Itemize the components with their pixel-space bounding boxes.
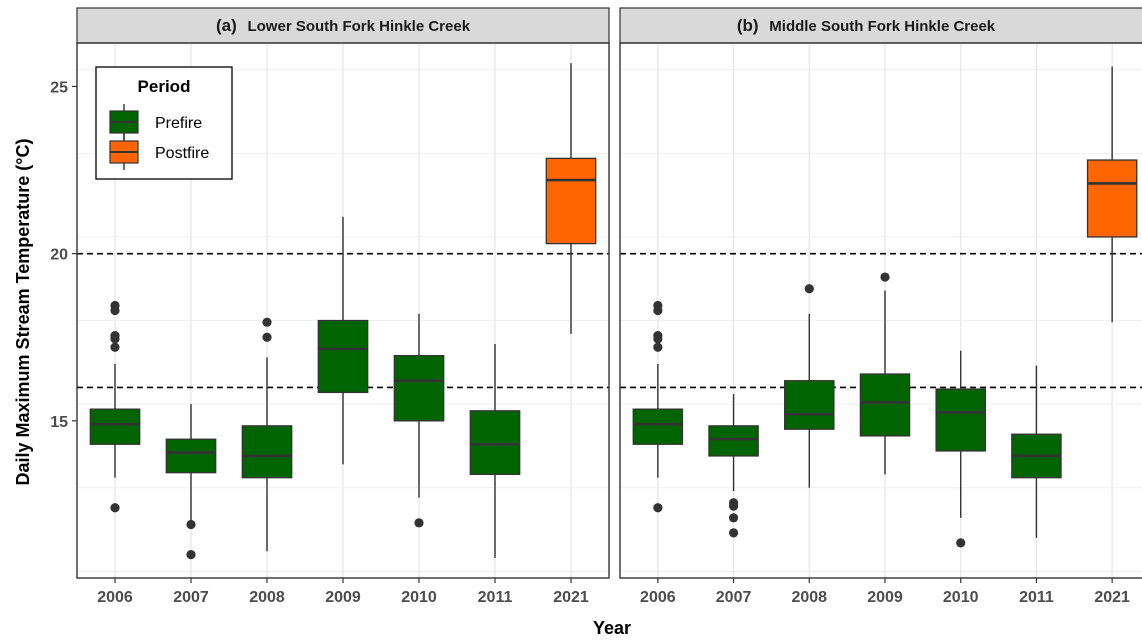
iqr-box-2010 — [935, 388, 986, 452]
outlier-2006 — [653, 330, 663, 341]
legend-title: Period — [138, 77, 191, 96]
panel-a-name: Lower South Fork Hinkle Creek — [247, 18, 470, 35]
iqr-box-2011 — [469, 410, 521, 475]
panel-b-xticks: 2006 2007 2008 2009 2010 2011 2021 — [640, 578, 1130, 606]
y-tick-label-20: 20 — [50, 247, 68, 264]
outlier-2007 — [186, 549, 196, 560]
legend-entry-postfire: Postfire — [109, 134, 209, 170]
outlier-2006 — [110, 342, 120, 352]
iqr-box-2008 — [241, 425, 293, 479]
legend-entry-prefire: Prefire — [109, 104, 202, 140]
panel-a-title: (a) Lower South Fork Hinkle Creek — [216, 16, 471, 35]
outlier-2006 — [110, 330, 120, 341]
box-a-2006 — [89, 300, 141, 513]
box-a-2010 — [393, 313, 445, 528]
panel-b-frame — [619, 42, 1142, 579]
y-axis-title: Daily Maximum Stream Temperature (°C) — [13, 139, 33, 486]
iqr-box-2007 — [708, 425, 759, 457]
panel-b: (b) Middle South Fork Hinkle Creek 2006 2… — [619, 7, 1142, 606]
x-tick-label-2011: 2011 — [478, 589, 513, 606]
x-tick-label-2011: 2011 — [1019, 589, 1054, 606]
outlier-2009 — [880, 272, 890, 282]
legend-label-postfire: Postfire — [155, 145, 209, 162]
x-tick-label-2006: 2006 — [640, 589, 676, 606]
x-tick-label-2008: 2008 — [249, 589, 285, 606]
box-a-2021 — [545, 63, 597, 334]
x-tick-label-2006: 2006 — [97, 589, 133, 606]
outlier-2006 — [653, 342, 663, 352]
iqr-box-2006 — [632, 408, 684, 445]
panel-b-letter: (b) — [737, 16, 759, 35]
y-axis: 15 20 25 — [50, 79, 77, 431]
outlier-2006 — [110, 503, 120, 513]
panel-b-boxes — [632, 66, 1138, 548]
x-tick-label-2009: 2009 — [325, 589, 361, 606]
iqr-box-2009 — [859, 373, 911, 437]
box-b-2010 — [935, 350, 986, 548]
panel-b-title: (b) Middle South Fork Hinkle Creek — [737, 16, 996, 35]
x-tick-label-2009: 2009 — [867, 589, 903, 606]
x-tick-label-2008: 2008 — [791, 589, 827, 606]
outlier-2008 — [262, 317, 272, 327]
box-a-2011 — [469, 343, 521, 558]
iqr-box-2007 — [165, 438, 217, 474]
iqr-box-2009 — [317, 319, 369, 394]
x-axis-title: Year — [593, 618, 631, 638]
outlier-2007 — [728, 528, 739, 538]
iqr-box-2010 — [393, 354, 445, 422]
outlier-2008 — [262, 332, 272, 342]
iqr-box-2021 — [545, 157, 597, 245]
box-a-2009 — [317, 216, 369, 465]
box-b-2007 — [708, 394, 759, 538]
outlier-2006 — [110, 300, 120, 311]
box-b-2021 — [1086, 66, 1138, 323]
outlier-2006 — [653, 300, 663, 311]
outlier-2007 — [728, 513, 739, 523]
iqr-box-2008 — [784, 380, 835, 430]
x-tick-label-2021: 2021 — [553, 589, 589, 606]
box-b-2011 — [1011, 365, 1062, 538]
y-tick-label-15: 15 — [50, 414, 68, 431]
box-a-2008 — [241, 317, 293, 552]
y-tick-label-25: 25 — [50, 79, 68, 96]
outlier-2006 — [653, 503, 663, 513]
box-b-2009 — [859, 272, 911, 475]
x-tick-label-2021: 2021 — [1094, 589, 1130, 606]
legend: Period Prefire Postfire — [95, 66, 233, 180]
box-b-2008 — [784, 284, 835, 488]
outlier-2007 — [186, 519, 196, 530]
panel-a-letter: (a) — [216, 16, 237, 35]
x-tick-label-2007: 2007 — [716, 589, 752, 606]
x-tick-label-2010: 2010 — [401, 589, 437, 606]
panel-a-boxes — [89, 63, 597, 560]
box-a-2007 — [165, 404, 217, 560]
x-tick-label-2010: 2010 — [943, 589, 979, 606]
legend-label-prefire: Prefire — [155, 115, 202, 132]
outlier-2007 — [728, 501, 739, 511]
x-tick-label-2007: 2007 — [173, 589, 209, 606]
box-b-2006 — [632, 300, 684, 513]
outlier-2010 — [956, 538, 966, 548]
panel-a: (a) Lower South Fork Hinkle Creek 2006 20… — [76, 7, 610, 606]
outlier-2010 — [414, 518, 424, 528]
panel-a-strip — [76, 7, 610, 44]
iqr-box-2021 — [1086, 159, 1138, 238]
panel-b-name: Middle South Fork Hinkle Creek — [769, 18, 996, 35]
iqr-box-2006 — [89, 408, 141, 445]
panel-b-grid — [620, 43, 1142, 578]
panel-a-xticks: 2006 2007 2008 2009 2010 2011 2021 — [97, 578, 589, 606]
outlier-2008 — [804, 284, 814, 294]
